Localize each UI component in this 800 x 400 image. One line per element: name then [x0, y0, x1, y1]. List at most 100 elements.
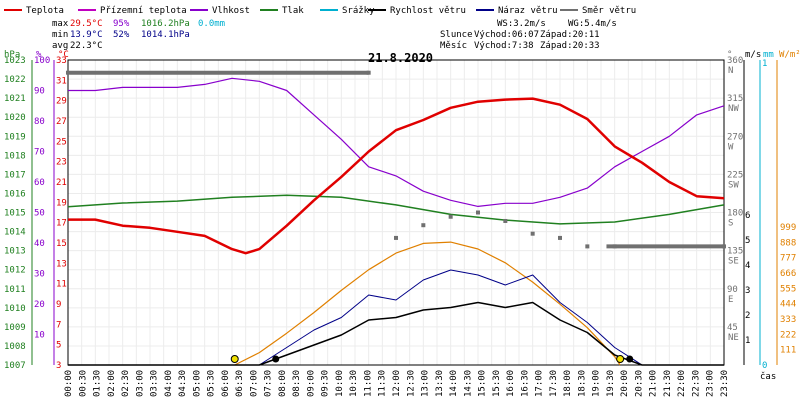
- y-tick-humidity: 60: [34, 178, 45, 188]
- y-tick-humidity: 10: [34, 331, 45, 341]
- series-wind-speed-line: [68, 301, 724, 366]
- chart-legend: Teplota Přízemní teplota Vlhkost Tlak Srážky…: [4, 6, 636, 16]
- x-tick-label: 14:30: [463, 370, 473, 397]
- y-tick-direction-name: SW: [728, 180, 739, 190]
- stat-avg-temp: 22.3°C: [70, 41, 103, 51]
- y-tick-pressure: 1022: [4, 75, 26, 85]
- legend-label-5: Rychlost větru: [390, 6, 466, 16]
- x-tick-label: 02:30: [121, 370, 131, 397]
- series-direction-point: [448, 214, 453, 219]
- y-tick-temp: 29: [56, 97, 67, 107]
- sunset-marker: [616, 355, 625, 363]
- x-tick-label: 13:30: [435, 370, 445, 397]
- y-tick-wind: 4: [745, 261, 750, 271]
- y-tick-solar: 777: [780, 254, 796, 264]
- sun-moon-markers: [230, 355, 634, 363]
- series-direction-point: [530, 231, 535, 236]
- stat-sun-set: Západ:20:11: [540, 30, 600, 40]
- x-tick-label: 12:00: [392, 370, 402, 397]
- y-tick-humidity: 90: [34, 87, 45, 97]
- axis-header-degc: °C: [58, 50, 69, 60]
- y-tick-wind: 3: [745, 286, 750, 296]
- y-tick-pressure: 1009: [4, 323, 26, 333]
- x-tick-label: 03:30: [150, 370, 160, 397]
- x-tick-label: 08:00: [278, 370, 288, 397]
- y-tick-direction: 180: [727, 209, 743, 219]
- y-tick-direction: 360: [727, 56, 743, 66]
- stat-min-press: 1014.1hPa: [141, 30, 190, 40]
- x-tick-label: 20:00: [620, 370, 630, 397]
- stats-block: max 29.5°C 95% 1016.2hPa 0.0mm min 13.9°…: [52, 19, 617, 51]
- y-tick-solar: 111: [780, 346, 796, 356]
- y-tick-solar: 444: [780, 300, 796, 310]
- y-tick-solar: 555: [780, 284, 796, 294]
- stat-min-hum: 52%: [113, 30, 130, 40]
- y-tick-direction-name: SE: [728, 257, 739, 267]
- series-direction-point: [558, 235, 562, 240]
- series-direction-point: [503, 218, 508, 223]
- x-tick-label: 05:00: [192, 370, 202, 397]
- y-tick-humidity: 100: [34, 56, 50, 66]
- series-direction-point: [585, 244, 590, 249]
- x-tick-label: 04:30: [178, 370, 188, 397]
- series-solar-line: [234, 241, 621, 366]
- stat-max-rain: 0.0mm: [198, 19, 225, 29]
- x-tick-label: 04:00: [164, 370, 174, 397]
- x-tick-label: 16:30: [520, 370, 530, 397]
- y-tick-humidity: 30: [34, 270, 45, 280]
- stat-moon-label: Měsíc: [440, 41, 467, 51]
- x-axis-label: čas: [760, 371, 776, 382]
- y-tick-temp: 13: [56, 259, 67, 269]
- x-tick-label: 02:00: [107, 370, 117, 397]
- y-tick-humidity: 20: [34, 300, 45, 310]
- y-tick-pressure: 1015: [4, 209, 26, 219]
- x-tick-label: 23:00: [706, 370, 716, 397]
- legend-label-6: Náraz větru: [498, 6, 558, 16]
- y-tick-rain: 0: [762, 361, 767, 371]
- x-tick-label: 03:00: [135, 370, 145, 397]
- y-tick-temp: 19: [56, 198, 67, 208]
- axis-header-pct: %: [36, 50, 42, 60]
- y-tick-direction-name: N: [728, 66, 733, 76]
- legend-label-4: Srážky: [342, 6, 375, 16]
- y-tick-solar: 999: [780, 223, 796, 233]
- y-tick-pressure: 1023: [4, 56, 26, 66]
- plot-grid: [67, 59, 725, 366]
- y-tick-direction: 135: [727, 247, 743, 257]
- y-tick-temp: 27: [56, 117, 67, 127]
- axis-header-mm: mm: [763, 50, 774, 60]
- y-tick-humidity: 50: [34, 209, 45, 219]
- x-tick-label: 11:30: [378, 370, 388, 397]
- x-tick-label: 07:00: [249, 370, 259, 397]
- y-tick-humidity: 40: [34, 239, 45, 249]
- data-series: [66, 70, 726, 366]
- stat-sun-label: Slunce: [440, 30, 473, 40]
- stat-min-temp: 13.9°C: [70, 30, 103, 40]
- y-tick-temp: 25: [56, 137, 67, 147]
- series-direction-point: [66, 70, 70, 75]
- y-tick-pressure: 1021: [4, 94, 26, 104]
- stat-avg-label: avg: [52, 41, 68, 51]
- x-tick-label: 18:00: [563, 370, 573, 397]
- y-tick-direction-name: E: [728, 295, 733, 305]
- stat-max-hum: 95%: [113, 19, 130, 29]
- x-tick-label: 14:00: [449, 370, 459, 397]
- legend-label-0: Teplota: [26, 6, 64, 16]
- legend-label-3: Tlak: [282, 6, 304, 16]
- x-tick-label: 00:30: [78, 370, 88, 397]
- x-tick-label: 09:30: [321, 370, 331, 397]
- x-tick-label: 16:00: [506, 370, 516, 397]
- y-tick-pressure: 1017: [4, 170, 26, 180]
- x-tick-label: 00:00: [64, 370, 74, 397]
- y-tick-temp: 15: [56, 239, 67, 249]
- x-axis: 00:00 00:30 01:30 02:00 02:30 03:00 03:30 04:00…: [64, 370, 730, 397]
- stat-max-press: 1016.2hPa: [141, 19, 190, 29]
- x-tick-label: 22:00: [677, 370, 687, 397]
- axis-header-ms: m/s: [745, 50, 761, 60]
- x-tick-label: 01:30: [93, 370, 103, 397]
- y-tick-pressure: 1016: [4, 189, 26, 199]
- axis-header-hpa: hPa: [4, 50, 20, 60]
- y-tick-temp: 9: [56, 300, 61, 310]
